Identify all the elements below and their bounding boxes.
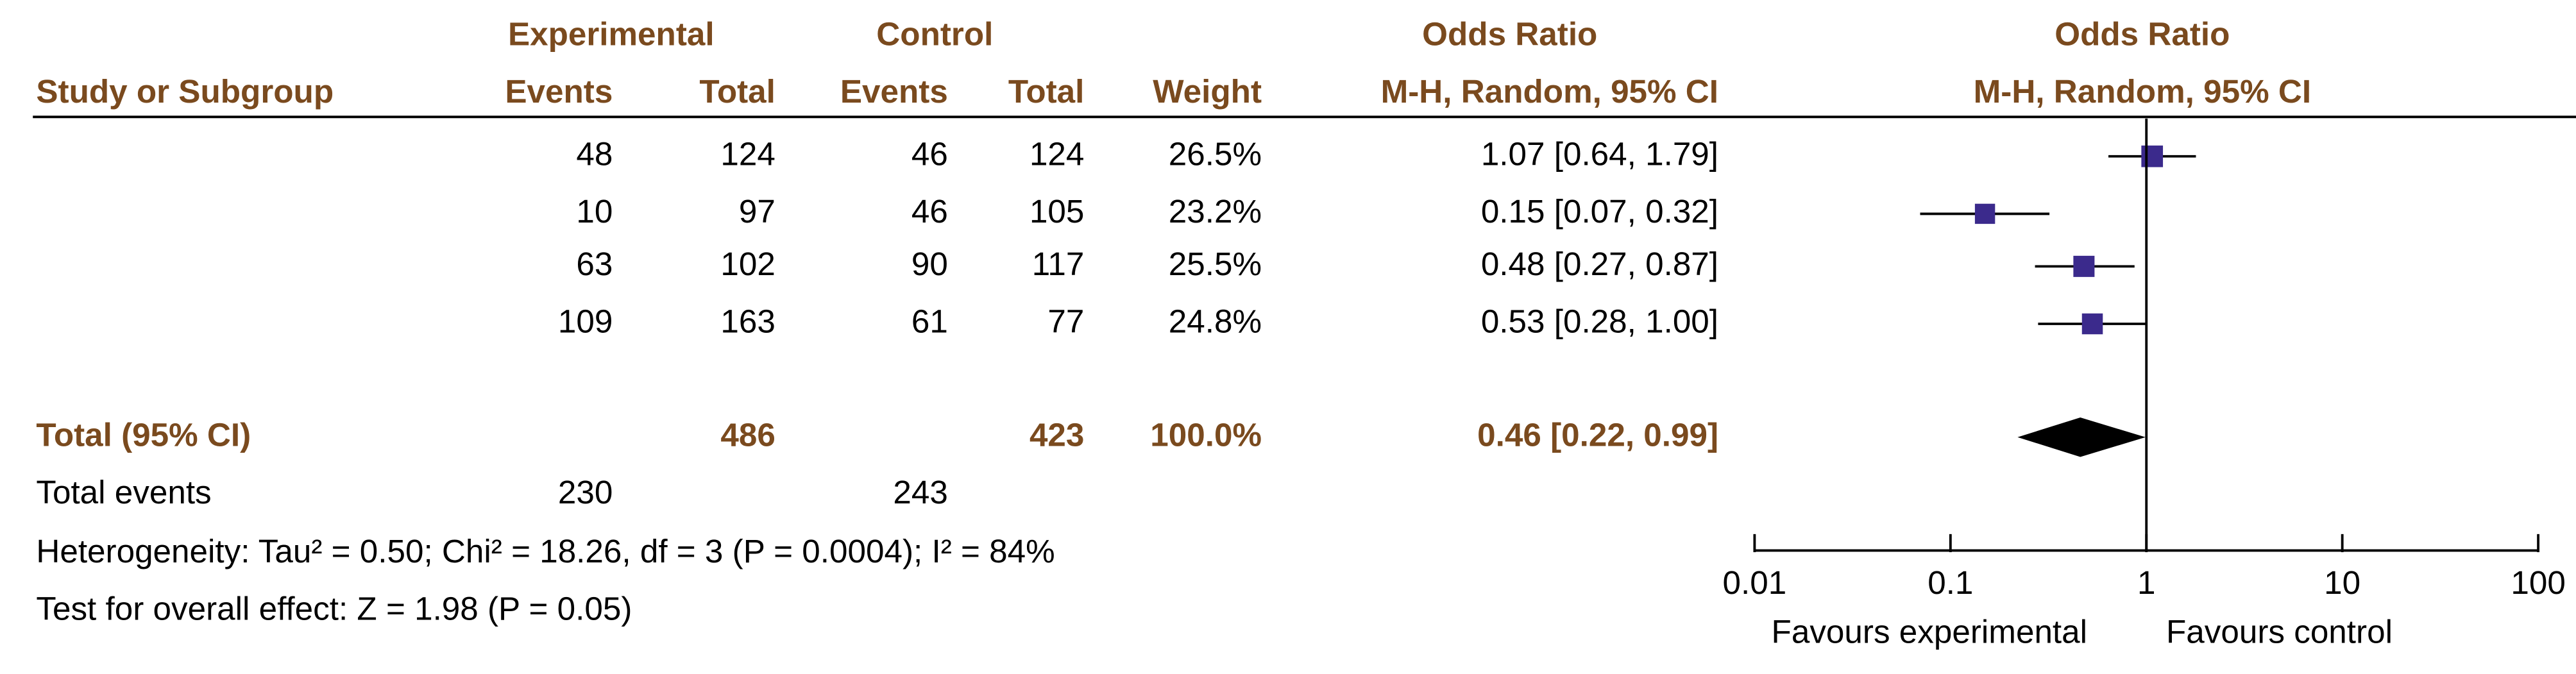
column-header: Study or Subgroup [36,73,334,110]
column-header: M-H, Random, 95% CI [1381,73,1718,110]
ctrl-total: 124 [1030,135,1084,172]
exp-total: 102 [720,246,775,282]
ctrl-total: 117 [1032,246,1085,282]
study-marker [2141,145,2164,167]
weight: 25.5% [1169,246,1262,282]
column-header: Weight [1153,73,1262,110]
column-header: Total [1008,73,1085,110]
total-events-ctrl: 243 [893,474,947,510]
exp-total: 163 [720,303,775,340]
column-header: Events [840,73,948,110]
x-tick-label: 1 [2137,564,2156,601]
column-header: Total [699,73,775,110]
x-tick-label: 10 [2324,564,2360,601]
group-header: Experimental [508,15,715,52]
weight: 23.2% [1169,193,1262,230]
ctrl-events: 61 [911,303,948,340]
x-tick-label: 0.1 [1928,564,1973,601]
total-diamond [2017,417,2146,457]
effect-ci: 0.48 [0.27, 0.87] [1481,246,1718,282]
ctrl-events: 46 [911,135,948,172]
ctrl-total: 105 [1030,193,1084,230]
ctrl-total: 77 [1047,303,1084,340]
x-label-right: Favours control [2166,614,2393,650]
exp-total: 97 [739,193,775,230]
column-header: Events [505,73,613,110]
heterogeneity: Heterogeneity: Tau² = 0.50; Chi² = 18.26… [36,533,1055,569]
study-marker [2081,313,2103,335]
total-label: Total (95% CI) [36,416,251,453]
overall-effect: Test for overall effect: Z = 1.98 (P = 0… [36,591,632,627]
exp-events: 10 [576,193,613,230]
x-tick-label: 0.01 [1723,564,1787,601]
x-tick-label: 100 [2511,564,2565,601]
exp-total: 124 [720,135,775,172]
total-events-label: Total events [36,474,211,510]
exp-events: 63 [576,246,613,282]
ctrl-events: 46 [911,193,948,230]
effect-header: Odds Ratio [1422,15,1597,52]
study-marker [1974,203,1996,224]
group-header: Control [876,15,993,52]
ctrl-events: 90 [911,246,948,282]
plot-header: Odds Ratio [2055,15,2230,52]
exp-events: 109 [558,303,613,340]
weight: 24.8% [1169,303,1262,340]
effect-ci: 0.53 [0.28, 1.00] [1481,303,1718,340]
column-header: M-H, Random, 95% CI [1974,73,2311,110]
study-marker [2073,255,2095,277]
x-label-left: Favours experimental [1772,614,2087,650]
total-events-exp: 230 [558,474,613,510]
effect-ci: 1.07 [0.64, 1.79] [1481,135,1718,172]
weight: 26.5% [1169,135,1262,172]
total-exp: 486 [720,416,775,453]
total-weight: 100.0% [1150,416,1262,453]
effect-ci: 0.15 [0.07, 0.32] [1481,193,1718,230]
exp-events: 48 [576,135,613,172]
total-ci: 0.46 [0.22, 0.99] [1477,416,1718,453]
total-ctrl: 423 [1030,416,1084,453]
